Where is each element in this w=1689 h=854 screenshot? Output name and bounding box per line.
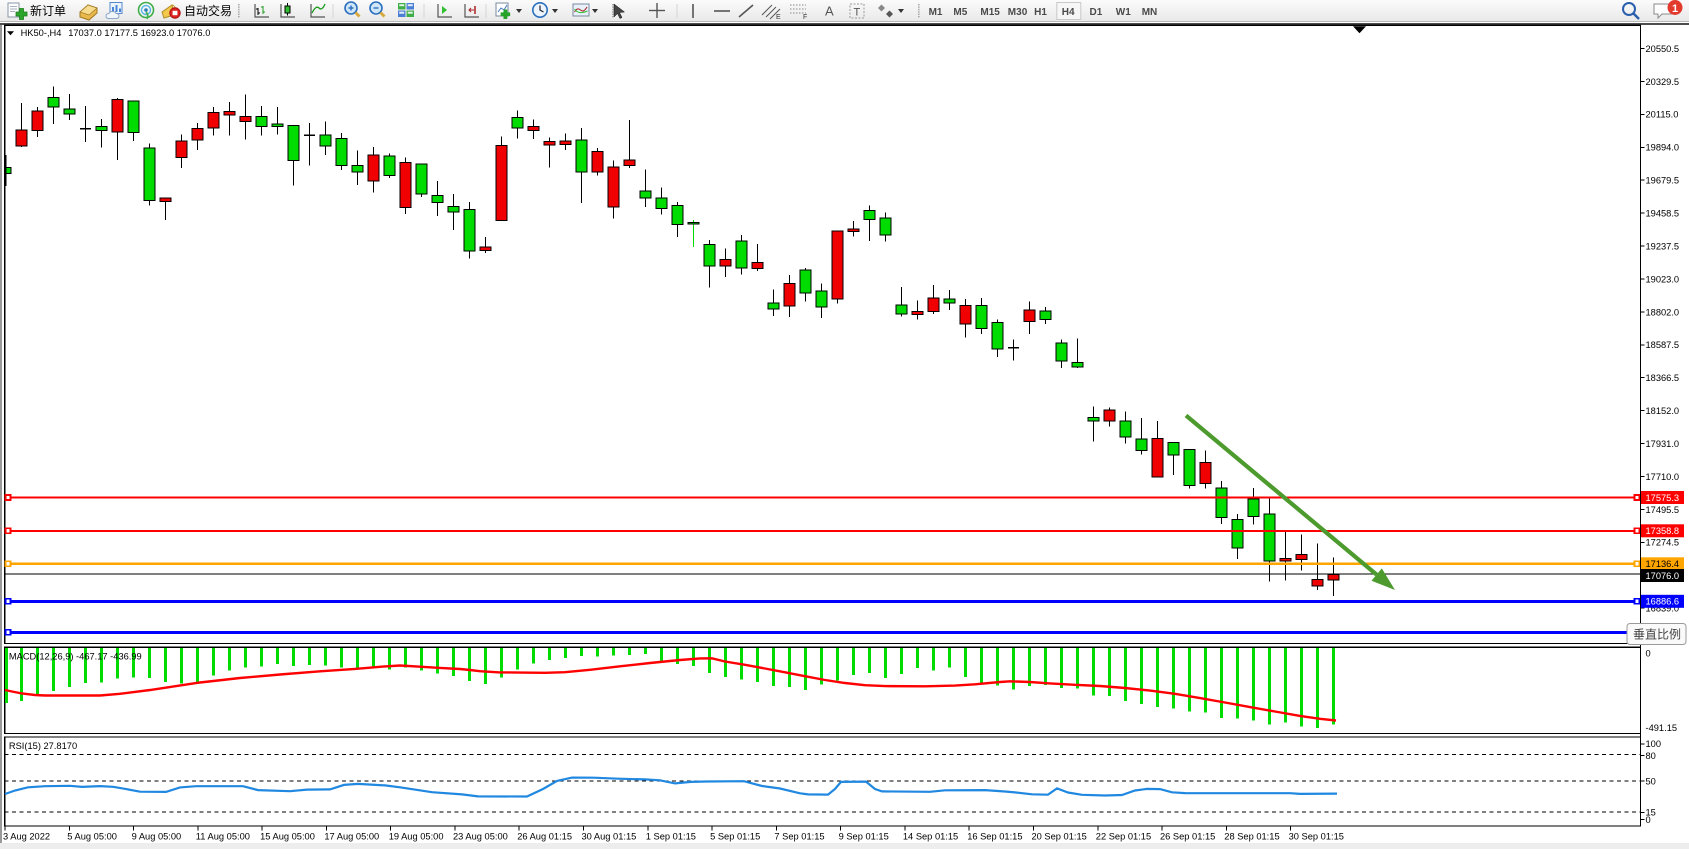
svg-text:A: A (825, 4, 834, 19)
svg-text:3 Aug 2022: 3 Aug 2022 (3, 832, 50, 842)
svg-text:H4: H4 (1062, 7, 1075, 18)
svg-text:15: 15 (1646, 808, 1656, 818)
svg-text:19679.5: 19679.5 (1646, 176, 1680, 186)
svg-text:1 Sep 01:15: 1 Sep 01:15 (646, 832, 696, 842)
svg-text:26 Sep 01:15: 26 Sep 01:15 (1160, 832, 1215, 842)
svg-text:MN: MN (1142, 7, 1158, 18)
svg-text:T: T (854, 7, 861, 19)
svg-text:30 Aug 01:15: 30 Aug 01:15 (582, 832, 637, 842)
svg-text:RSI(15) 27.8170: RSI(15) 27.8170 (9, 741, 77, 751)
svg-text:26 Aug 01:15: 26 Aug 01:15 (517, 832, 572, 842)
svg-text:15 Aug 05:00: 15 Aug 05:00 (260, 832, 315, 842)
svg-text:19458.5: 19458.5 (1646, 209, 1680, 219)
svg-text:22 Sep 01:15: 22 Sep 01:15 (1096, 832, 1151, 842)
svg-text:M5: M5 (953, 7, 967, 18)
svg-text:28 Sep 01:15: 28 Sep 01:15 (1224, 832, 1279, 842)
svg-text:16839.0: 16839.0 (1646, 604, 1680, 614)
svg-text:11 Aug 05:00: 11 Aug 05:00 (196, 832, 250, 842)
svg-text:18802.0: 18802.0 (1646, 307, 1680, 317)
svg-text:17136.4: 17136.4 (1646, 559, 1680, 569)
svg-text:19 Aug 05:00: 19 Aug 05:00 (389, 832, 444, 842)
svg-text:80: 80 (1646, 751, 1656, 761)
svg-text:H1: H1 (1034, 7, 1047, 18)
svg-text:50: 50 (1646, 776, 1656, 786)
svg-text:20550.5: 20550.5 (1646, 44, 1680, 54)
svg-text:M15: M15 (980, 7, 1000, 18)
svg-text:18152.0: 18152.0 (1646, 406, 1680, 416)
svg-text:5 Aug 05:00: 5 Aug 05:00 (67, 832, 117, 842)
svg-text:M1: M1 (929, 7, 943, 18)
svg-text:16886.6: 16886.6 (1646, 597, 1680, 607)
svg-text:17 Aug 05:00: 17 Aug 05:00 (324, 832, 379, 842)
svg-text:0: 0 (1646, 815, 1651, 825)
svg-text:9 Aug 05:00: 9 Aug 05:00 (132, 832, 182, 842)
svg-text:20115.0: 20115.0 (1646, 110, 1679, 120)
svg-text:W1: W1 (1116, 7, 1131, 18)
svg-text:0: 0 (1646, 649, 1651, 659)
svg-text:17931.0: 17931.0 (1646, 439, 1680, 449)
svg-text:M30: M30 (1008, 7, 1028, 18)
svg-text:9 Sep 01:15: 9 Sep 01:15 (839, 832, 889, 842)
svg-text:新订单: 新订单 (30, 3, 66, 18)
svg-text:-491.15: -491.15 (1646, 723, 1678, 733)
svg-text:17358.8: 17358.8 (1646, 526, 1680, 536)
svg-text:D1: D1 (1090, 7, 1103, 18)
svg-text:HK50-,H4: HK50-,H4 (21, 28, 62, 38)
svg-text:19237.5: 19237.5 (1646, 241, 1680, 251)
svg-text:F: F (803, 14, 807, 21)
svg-text:自动交易: 自动交易 (184, 3, 232, 18)
svg-text:17495.5: 17495.5 (1646, 505, 1680, 515)
svg-text:30 Sep 01:15: 30 Sep 01:15 (1289, 832, 1344, 842)
svg-text:18587.5: 18587.5 (1646, 340, 1680, 350)
svg-text:19894.0: 19894.0 (1646, 143, 1680, 153)
svg-text:16 Sep 01:15: 16 Sep 01:15 (967, 832, 1022, 842)
svg-text:5 Sep 01:15: 5 Sep 01:15 (710, 832, 760, 842)
svg-text:18366.5: 18366.5 (1646, 373, 1680, 383)
svg-text:E: E (776, 14, 781, 21)
svg-text:20329.5: 20329.5 (1646, 77, 1680, 87)
svg-text:23 Aug 05:00: 23 Aug 05:00 (453, 832, 508, 842)
svg-text:MACD(12,26,9) -467.17 -436.99: MACD(12,26,9) -467.17 -436.99 (9, 652, 142, 662)
svg-text:17037.0 17177.5 16923.0 17076.: 17037.0 17177.5 16923.0 17076.0 (68, 28, 210, 38)
svg-text:20 Sep 01:15: 20 Sep 01:15 (1032, 832, 1087, 842)
svg-text:19023.0: 19023.0 (1646, 274, 1680, 284)
svg-text:17710.0: 17710.0 (1646, 472, 1680, 482)
svg-text:14 Sep 01:15: 14 Sep 01:15 (903, 832, 958, 842)
svg-text:垂直比例: 垂直比例 (1633, 628, 1681, 642)
svg-text:17575.3: 17575.3 (1646, 493, 1680, 503)
svg-text:17274.5: 17274.5 (1646, 538, 1680, 548)
svg-text:1: 1 (1672, 3, 1678, 15)
svg-text:17076.0: 17076.0 (1646, 571, 1680, 581)
svg-text:7 Sep 01:15: 7 Sep 01:15 (774, 832, 824, 842)
svg-text:100: 100 (1646, 739, 1662, 749)
